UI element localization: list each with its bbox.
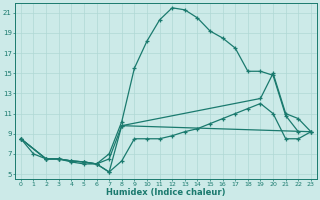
X-axis label: Humidex (Indice chaleur): Humidex (Indice chaleur) <box>106 188 226 197</box>
